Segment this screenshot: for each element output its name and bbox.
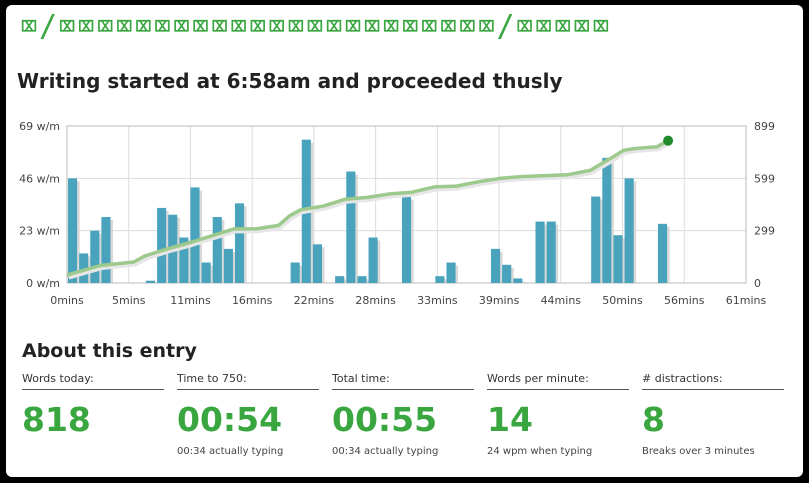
bar [502,264,512,283]
x-tick-label: 5mins [112,294,146,307]
bar [68,178,78,283]
bar [546,221,556,283]
bar [657,223,668,283]
bar [535,221,545,283]
bar [190,187,200,283]
x-tick-label: 39mins [479,294,520,307]
bar [624,178,634,283]
x-tick-label: 22mins [294,294,335,307]
stat-note: 00:34 actually typing [332,446,439,457]
x-tick-label: 61mins [726,294,767,307]
bar [145,280,156,283]
y-left-tick-label: 23 w/m [19,225,60,238]
x-tick-label: 50mins [602,294,643,307]
y-left-tick-label: 69 w/m [19,120,60,133]
bar [79,253,89,283]
stat-value: 00:55 [332,400,438,439]
stat-time-to-750: Time to 750: 00:54 00:34 actually typing [177,372,319,457]
y-left-tick-label: 0 w/m [26,277,60,290]
bar [490,248,501,283]
stat-words-today: Words today: 818 [22,372,164,446]
x-tick-label: 44mins [541,294,582,307]
bar [157,207,167,283]
bar [212,217,222,283]
stat-label: Words per minute: [487,372,629,390]
x-tick-label: 0mins [50,294,84,307]
bar [335,276,345,283]
bar [435,276,445,283]
bar [201,262,211,283]
bar [368,237,378,283]
bar [346,171,356,283]
stat-note: 00:34 actually typing [177,446,284,457]
bar [290,262,300,283]
x-tick-label: 56mins [664,294,705,307]
stat-label: # distractions: [642,372,784,390]
words-line [66,139,669,277]
x-tick-label: 28mins [355,294,396,307]
y-left-tick-label: 46 w/m [19,172,60,185]
page-title: ⌧/⌧⌧⌧⌧⌧⌧⌧⌧⌧⌧⌧⌧⌧⌧⌧⌧⌧⌧⌧⌧⌧⌧⌧/⌧⌧⌧⌧⌧ [20,9,611,44]
y-right-tick-label: 0 [754,277,761,290]
y-right-tick-label: 599 [754,172,775,185]
stat-label: Total time: [332,372,474,390]
stat-label: Words today: [22,372,164,390]
stat-value: 8 [642,400,665,439]
line-end-marker [663,135,674,146]
bar [613,235,623,283]
stat-distractions: # distractions: 8 Breaks over 3 minutes [642,372,784,457]
stat-value: 00:54 [177,400,283,439]
writing-chart: 0mins 5mins 11mins 16mins 22mins 28mins 33mins… [19,120,775,307]
about-heading: About this entry [22,340,197,362]
y-right-tick-label: 299 [754,225,775,238]
words-line-shadow [67,140,671,280]
bar [401,196,412,283]
bar [602,157,612,283]
bar [234,203,245,283]
stat-note: Breaks over 3 minutes [642,446,755,457]
bar [513,278,523,283]
bar [312,244,323,283]
bar [591,196,601,283]
x-tick-label: 33mins [417,294,458,307]
bar [446,262,456,283]
stat-label: Time to 750: [177,372,319,390]
stat-note: 24 wpm when typing [487,446,593,457]
x-tick-label: 16mins [232,294,273,307]
x-tick-label: 11mins [170,294,211,307]
y-right-tick-label: 899 [754,120,775,133]
bar [101,217,111,283]
bar [357,276,367,283]
stat-value: 14 [487,400,533,439]
bar [90,230,100,283]
bar [179,237,189,283]
entry-panel: ⌧/⌧⌧⌧⌧⌧⌧⌧⌧⌧⌧⌧⌧⌧⌧⌧⌧⌧⌧⌧⌧⌧⌧⌧/⌧⌧⌧⌧⌧ Writing … [6,5,803,477]
bar [223,248,233,283]
stat-total-time: Total time: 00:55 00:34 actually typing [332,372,474,457]
chart-heading: Writing started at 6:58am and proceeded … [17,69,563,93]
stat-words-per-minute: Words per minute: 14 24 wpm when typing [487,372,629,457]
stat-value: 818 [22,400,91,439]
